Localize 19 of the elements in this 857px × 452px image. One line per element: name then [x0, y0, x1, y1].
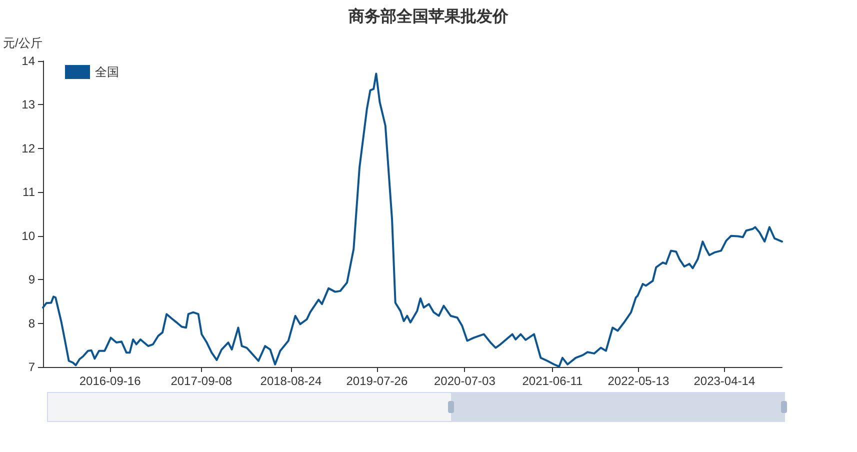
- y-tick-label: 10: [22, 228, 36, 243]
- legend-label: 全国: [95, 65, 119, 79]
- y-tick-label: 8: [28, 316, 36, 330]
- x-tick-label: 2020-07-03: [434, 374, 496, 388]
- x-tick-label: 2018-08-24: [260, 374, 322, 388]
- y-tick-label: 14: [22, 54, 36, 68]
- x-tick-label: 2017-09-08: [170, 374, 232, 388]
- y-tick-label: 11: [22, 185, 36, 200]
- x-tick-label: 2019-07-26: [346, 374, 408, 388]
- y-tick-label: 13: [22, 98, 36, 112]
- chart-title: 商务部全国苹果批发价: [348, 8, 510, 26]
- y-tick-label: 7: [28, 360, 36, 374]
- y-axis-title: 元/公斤: [3, 36, 42, 50]
- x-tick-label: 2022-05-13: [608, 374, 670, 388]
- x-tick-label: 2021-06-11: [522, 374, 584, 388]
- y-tick-label: 12: [22, 141, 36, 156]
- x-tick-label: 2023-04-14: [694, 374, 756, 388]
- y-tick-label: 9: [28, 272, 36, 287]
- x-tick-label: 2016-09-16: [79, 374, 142, 388]
